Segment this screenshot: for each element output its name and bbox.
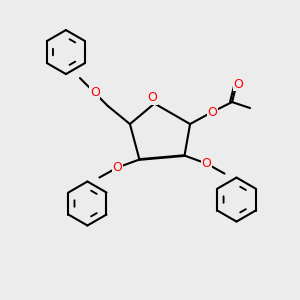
Text: O: O bbox=[202, 157, 212, 170]
Text: O: O bbox=[207, 106, 217, 118]
Text: O: O bbox=[112, 161, 122, 174]
Text: O: O bbox=[233, 78, 243, 91]
Text: O: O bbox=[148, 91, 158, 104]
Text: O: O bbox=[90, 85, 100, 99]
